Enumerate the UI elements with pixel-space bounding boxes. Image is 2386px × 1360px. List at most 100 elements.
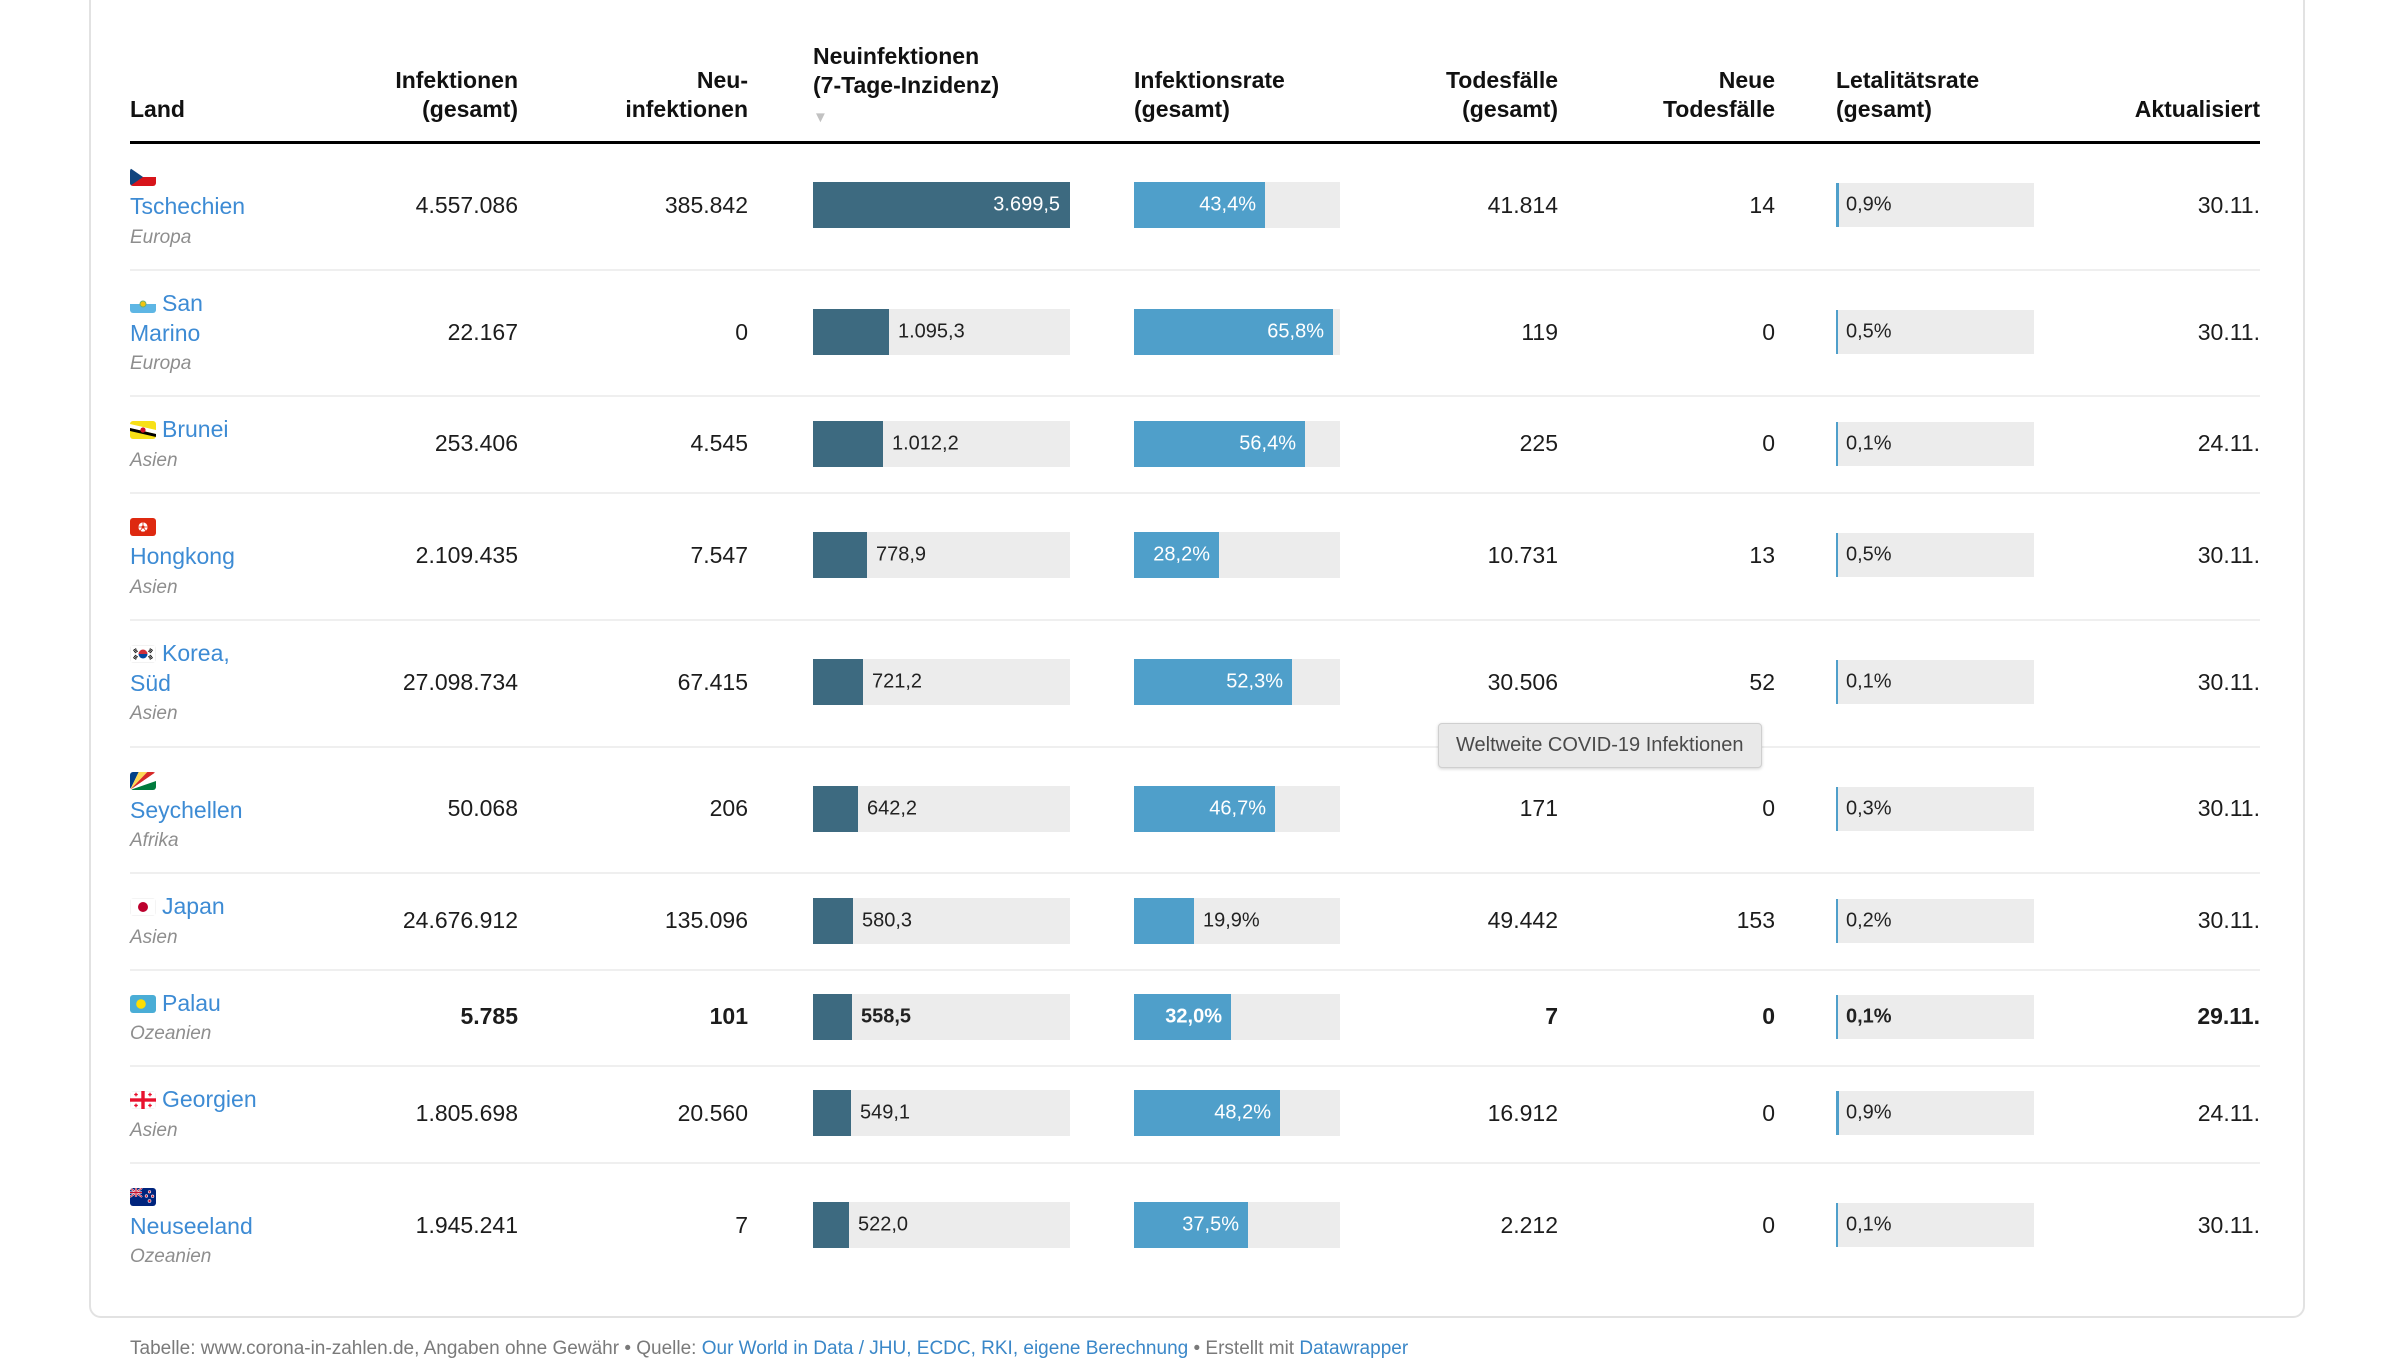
col-header-todesfaelle[interactable]: Todesfälle (gesamt) [1340,42,1558,142]
datawrapper-link[interactable]: Datawrapper [1299,1338,1409,1360]
new-deaths-cell: 0 [1762,1211,1775,1238]
rate-bar-cell: 46,7% [1070,747,1340,874]
sort-desc-icon[interactable]: ▼ [813,108,828,126]
rate-value: 52,3% [1226,670,1283,693]
letality-value: 0,1% [1846,1005,1892,1028]
rate-bar-cell: 52,3% [1070,620,1340,747]
letality-value: 0,9% [1846,193,1892,216]
new-infections-cell: 7.547 [690,541,748,568]
updated-cell: 24.11. [2197,1099,2260,1126]
rate-bar-cell: 37,5% [1070,1163,1340,1289]
infections-total-cell: 22.167 [447,318,518,345]
letality-bar: 0,5% [1836,310,2034,355]
source-link[interactable]: Our World in Data / JHU, ECDC, RKI, eige… [701,1338,1189,1360]
table-row: Seychellen Afrika 50.068 206 642,2 46,7% … [130,746,2260,874]
deaths-total-cell: 119 [1521,318,1558,345]
country-link[interactable]: Brunei [162,416,229,443]
flag-seychellen-icon [130,771,156,790]
rate-bar-cell: 28,2% [1070,493,1340,620]
attribution-footer: Tabelle: www.corona-in-zahlen.de, Angabe… [130,1338,2260,1360]
deaths-total-cell: 2.212 [1500,1211,1558,1238]
rate-bar-cell: 48,2% [1070,1066,1340,1162]
new-deaths-cell: 0 [1762,430,1775,457]
rate-bar-cell: 19,9% [1070,873,1340,969]
updated-cell: 30.11. [2197,1211,2260,1238]
rate-bar: 19,9% [1134,897,1340,944]
table-row: Korea, Süd Asien 27.098.734 67.415 721,2 … [130,619,2260,747]
flag-georgien-icon [130,1091,156,1110]
flag-neuseeland-icon [130,1187,156,1206]
continent-label: Europa [130,226,192,248]
header-label: Neuinfektionen [813,43,980,69]
col-header-infektionen-gesamt[interactable]: Infektionen (gesamt) [320,42,518,142]
letality-bar-cell: 0,9% [1775,1066,2035,1162]
header-label: infektionen [625,96,748,123]
incidence-value: 3.699,5 [993,193,1060,216]
letality-bar-cell: 0,1% [1775,620,2035,747]
incidence-bar-cell: 3.699,5 [748,142,1070,269]
incidence-bar: 522,0 [813,1202,1070,1248]
col-header-7-tage-inzidenz[interactable]: Neuinfektionen (7-Tage-Inzidenz) ▼ [748,42,1070,142]
country-link[interactable]: Georgien [162,1086,257,1113]
letality-bar: 0,2% [1836,898,2034,943]
footer-text: • Erstellt mit [1188,1338,1300,1360]
rate-bar: 43,4% [1134,182,1340,229]
rate-bar-cell: 43,4% [1070,142,1340,269]
infections-total-cell: 5.785 [460,1003,518,1030]
new-infections-cell: 67.415 [677,668,748,695]
deaths-total-cell: 7 [1545,1003,1558,1030]
table-row: San Marino Europa 22.167 0 1.095,3 65,8% … [130,269,2260,397]
letality-bar-cell: 0,5% [1775,270,2035,397]
col-header-neuinfektionen[interactable]: Neu-infektionen [518,42,748,142]
col-header-infektionsrate[interactable]: Infektionsrate (gesamt) [1070,42,1340,142]
rate-bar-cell: 56,4% [1070,396,1340,492]
incidence-value: 778,9 [876,543,927,566]
hover-tooltip: Weltweite COVID-19 Infektionen [1438,723,1762,768]
new-infections-cell: 101 [709,1003,748,1030]
new-deaths-cell: 153 [1736,907,1775,934]
incidence-bar: 549,1 [813,1090,1070,1137]
country-link[interactable]: Japan [162,893,225,920]
country-link[interactable]: Hongkong [130,543,235,570]
country-link[interactable]: Neuseeland [130,1212,253,1239]
continent-label: Asien [130,926,178,948]
continent-label: Asien [130,449,178,471]
deaths-total-cell: 171 [1519,795,1558,822]
updated-cell: 29.11. [2197,1003,2260,1030]
incidence-bar: 778,9 [813,532,1070,579]
letality-bar: 0,1% [1836,1203,2034,1247]
rate-bar: 48,2% [1134,1090,1340,1137]
country-link[interactable]: Korea, Süd [130,639,230,697]
rate-bar: 28,2% [1134,532,1340,579]
infections-total-cell: 2.109.435 [415,541,518,568]
deaths-total-cell: 41.814 [1487,191,1558,218]
infections-total-cell: 4.557.086 [415,191,518,218]
continent-label: Asien [130,576,178,598]
col-header-neue-todesfaelle[interactable]: Neue Todesfälle [1558,42,1775,142]
header-label: (7-Tage-Inzidenz) [813,72,1000,99]
letality-bar: 0,1% [1836,421,2034,466]
col-header-letalitaetsrate[interactable]: Letalitätsrate (gesamt) [1775,42,2035,142]
rate-value: 48,2% [1214,1101,1271,1124]
header-label: Land [130,96,185,123]
flag-palau-icon [130,994,156,1013]
flag-japan-icon [130,898,156,917]
country-link[interactable]: Tschechien [130,193,246,220]
continent-label: Ozeanien [130,1246,212,1268]
country-link[interactable]: Seychellen [130,796,243,823]
header-label: Neue [1718,67,1775,93]
incidence-value: 558,5 [861,1005,912,1028]
continent-label: Afrika [130,830,179,852]
new-infections-cell: 385.842 [664,191,748,218]
letality-value: 0,9% [1846,1101,1892,1124]
rate-value: 43,4% [1199,193,1256,216]
incidence-value: 1.095,3 [898,320,965,343]
header-row: Land Infektionen (gesamt) Neu-infektionen… [130,42,2260,143]
incidence-bar-cell: 721,2 [748,620,1070,747]
col-header-aktualisiert[interactable]: Aktualisiert [2035,42,2260,142]
country-link[interactable]: Palau [162,989,221,1016]
letality-value: 0,1% [1846,670,1892,693]
updated-cell: 30.11. [2197,907,2260,934]
col-header-land[interactable]: Land [130,42,320,142]
country-link[interactable]: San Marino [130,289,203,347]
